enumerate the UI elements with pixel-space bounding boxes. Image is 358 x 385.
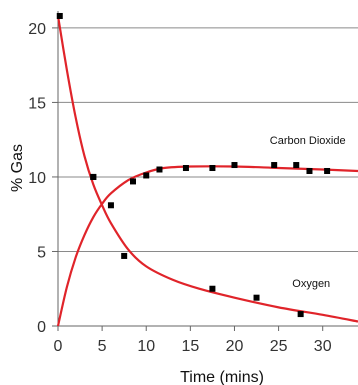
carbon-dioxide-data-point-9 [293,162,300,169]
x-tick-label-30: 30 [314,338,332,355]
carbon-dioxide-data-point-0 [90,173,97,180]
carbon-dioxide-data-point-4 [156,166,163,173]
y-tick-label-10: 10 [28,170,46,187]
oxygen-data-point-4 [253,294,260,301]
oxygen-fit-curve [56,15,358,323]
oxygen-data-point-5 [297,311,304,318]
carbon-dioxide-data-point-6 [209,165,216,172]
fit-curves [56,15,358,327]
x-tick-label-5: 5 [98,338,107,355]
x-tick-label-25: 25 [270,338,288,355]
x-tick-label-20: 20 [226,338,244,355]
grid-lines [58,27,358,252]
x-axis-title: Time (mins) [180,369,264,385]
y-tick-label-0: 0 [37,319,46,336]
data-points [56,12,331,318]
carbon-dioxide-data-point-11 [324,167,331,174]
oxygen-data-point-3 [209,285,216,292]
y-tick-label-20: 20 [28,21,46,38]
carbon-dioxide-data-point-8 [271,162,278,169]
carbon-dioxide-label: Carbon Dioxide [270,135,346,147]
y-tick-label-15: 15 [28,95,46,112]
oxygen-label: Oxygen [292,278,330,290]
oxygen-data-point-0 [56,12,63,19]
carbon-dioxide-data-point-2 [130,178,136,185]
x-tick-label-15: 15 [181,338,199,355]
oxygen-data-point-2 [121,252,128,259]
carbon-dioxide-data-point-5 [182,165,189,172]
carbon-dioxide-data-point-10 [306,167,313,174]
axes [52,11,358,331]
carbon-dioxide-data-point-3 [143,172,150,179]
y-axis-title: % Gas [9,144,26,192]
annotations: Carbon Dioxide Oxygen [270,135,346,290]
tick-labels: 0 5 10 15 20 0 5 10 15 20 25 30 [28,21,332,355]
x-tick-label-0: 0 [54,338,63,355]
y-tick-label-5: 5 [37,244,46,261]
carbon-dioxide-data-point-7 [231,162,238,169]
carbon-dioxide-data-point-1 [107,202,114,209]
x-tick-label-10: 10 [137,338,155,355]
carbon-dioxide-fit-curve [56,165,358,327]
